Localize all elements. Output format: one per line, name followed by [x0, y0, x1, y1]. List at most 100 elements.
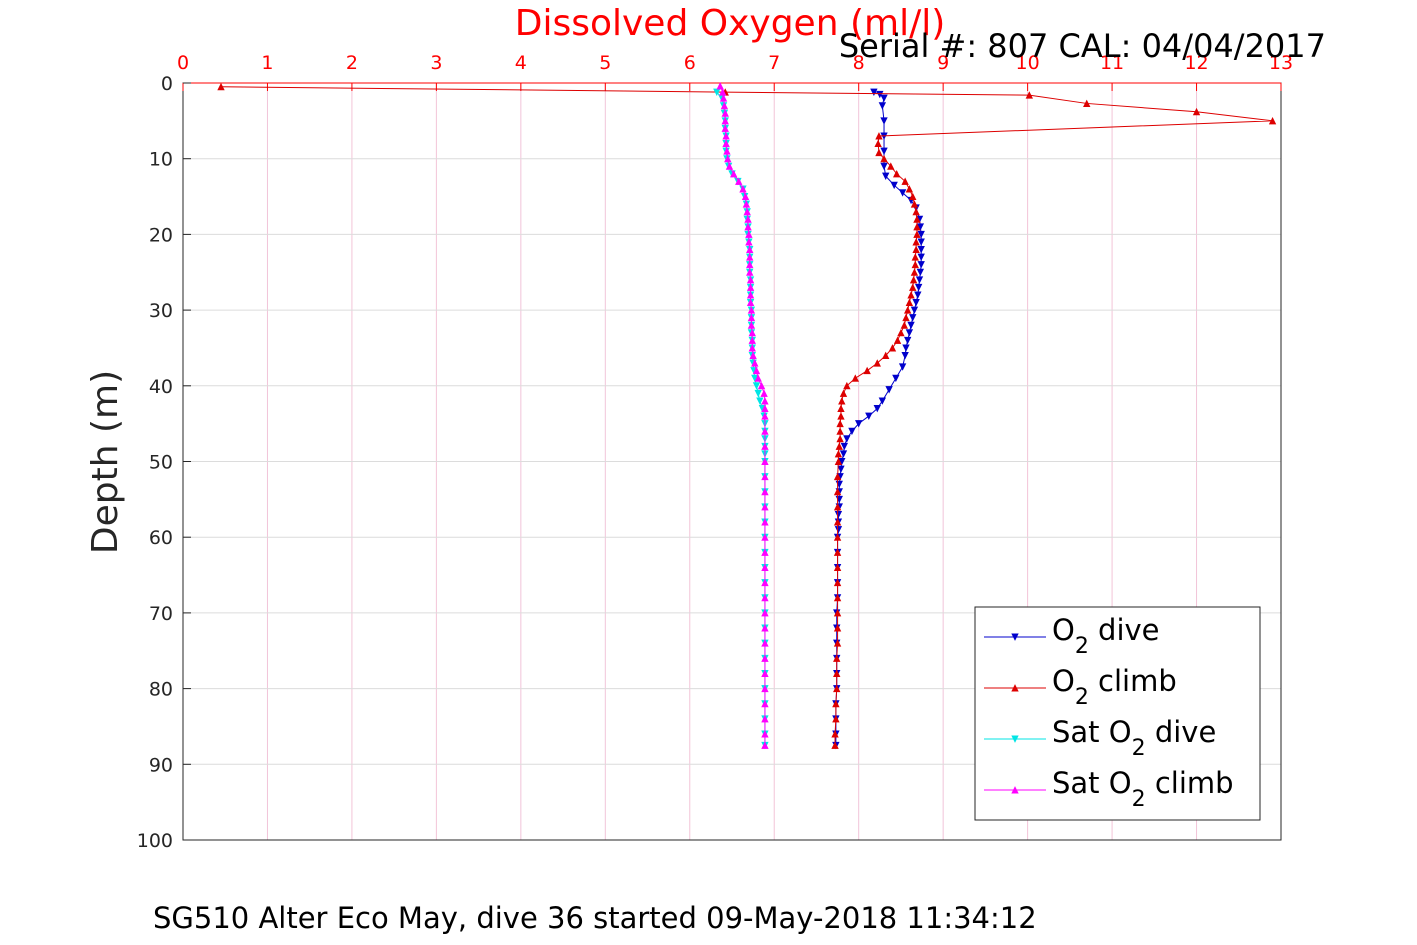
data-point [761, 548, 769, 556]
data-point [913, 222, 921, 231]
data-point [743, 207, 751, 216]
data-point [885, 386, 893, 394]
data-point [724, 154, 732, 163]
data-point [761, 730, 769, 738]
data-point [913, 215, 921, 223]
legend-label-main: O [1052, 664, 1075, 698]
data-point [744, 215, 752, 223]
x-tick-label: 4 [515, 52, 527, 74]
data-point [911, 253, 919, 261]
data-point [905, 329, 914, 337]
data-point [761, 578, 769, 587]
y-tick-label: 80 [149, 679, 173, 701]
data-point [848, 427, 856, 436]
data-point [833, 503, 842, 511]
legend-label: Sat O2 dive [1052, 715, 1216, 761]
data-point [741, 192, 750, 201]
data-point [1192, 107, 1201, 116]
series-o2-climb [217, 82, 1277, 749]
y-tick-label: 40 [149, 376, 173, 398]
x-tick-label: 5 [599, 52, 611, 74]
data-point [749, 351, 757, 360]
data-point [834, 450, 843, 458]
data-point [725, 162, 734, 170]
data-point [742, 200, 751, 208]
legend-item-o2-climb: O2 climb [984, 664, 1177, 710]
data-point [834, 510, 843, 519]
data-point [831, 730, 839, 738]
data-point [917, 253, 925, 261]
data-point [721, 124, 729, 132]
data-point [870, 88, 878, 96]
series-sat-o2-climb [716, 82, 769, 749]
data-point [761, 487, 769, 496]
x-tick-label: 3 [430, 52, 442, 74]
data-point [865, 412, 873, 420]
data-point [761, 472, 769, 481]
data-point [834, 526, 843, 534]
data-point [1025, 91, 1033, 99]
data-point [835, 442, 843, 450]
y-tick-label: 30 [149, 300, 173, 322]
data-point [917, 246, 925, 254]
data-point [761, 427, 769, 435]
data-point [719, 88, 727, 96]
data-point [831, 741, 839, 749]
data-point [878, 397, 887, 405]
series-group [217, 82, 1277, 750]
y-tick-label: 90 [149, 754, 173, 776]
legend-label: O2 dive [1052, 613, 1160, 659]
data-point [722, 132, 730, 140]
x-tick-label: 0 [177, 52, 189, 74]
legend-item-o2-dive: O2 dive [984, 613, 1160, 659]
data-point [876, 90, 884, 99]
data-point [721, 109, 729, 117]
data-point [839, 450, 848, 458]
data-point [833, 518, 842, 526]
data-point [735, 177, 743, 185]
x-tick-label: 8 [853, 52, 865, 74]
data-point [909, 192, 917, 201]
data-point [911, 260, 919, 269]
data-point [873, 405, 881, 413]
data-point [901, 352, 909, 360]
data-point [874, 139, 882, 148]
legend-swatch-marker [1011, 786, 1019, 794]
data-point [907, 291, 915, 299]
data-point [722, 139, 730, 148]
data-point [745, 230, 753, 238]
data-point [752, 366, 761, 375]
data-point [746, 245, 754, 254]
data-point [913, 230, 921, 238]
legend-item-sat-o2-dive: Sat O2 dive [984, 715, 1216, 761]
data-point [878, 102, 887, 110]
data-point [761, 669, 769, 677]
data-point [833, 533, 842, 541]
data-point [833, 609, 842, 617]
x-tick-label: 2 [346, 52, 358, 74]
data-point [720, 101, 729, 110]
data-point [882, 172, 890, 180]
data-point [746, 260, 754, 269]
data-point [902, 313, 910, 322]
data-point [836, 419, 844, 428]
y-tick-label: 100 [137, 830, 173, 852]
data-point [892, 374, 900, 383]
legend-item-sat-o2-climb: Sat O2 climb [984, 766, 1234, 812]
data-point [713, 88, 721, 96]
data-point [746, 283, 755, 291]
y-tick-label: 70 [149, 603, 173, 625]
data-point [902, 344, 910, 352]
data-point [836, 434, 844, 443]
y-tick-label: 10 [149, 149, 173, 171]
data-point [912, 207, 920, 216]
data-point [761, 397, 769, 405]
data-point [914, 283, 923, 292]
legend-swatch-marker [1011, 735, 1019, 743]
legend-box [974, 606, 1261, 821]
legend: O2 dive O2 climb Sat O2 dive Sat O2 climb [974, 606, 1261, 821]
data-point [880, 94, 888, 103]
data-point [747, 306, 756, 314]
legend-label-rest: climb [1146, 766, 1234, 800]
data-point [909, 283, 917, 291]
